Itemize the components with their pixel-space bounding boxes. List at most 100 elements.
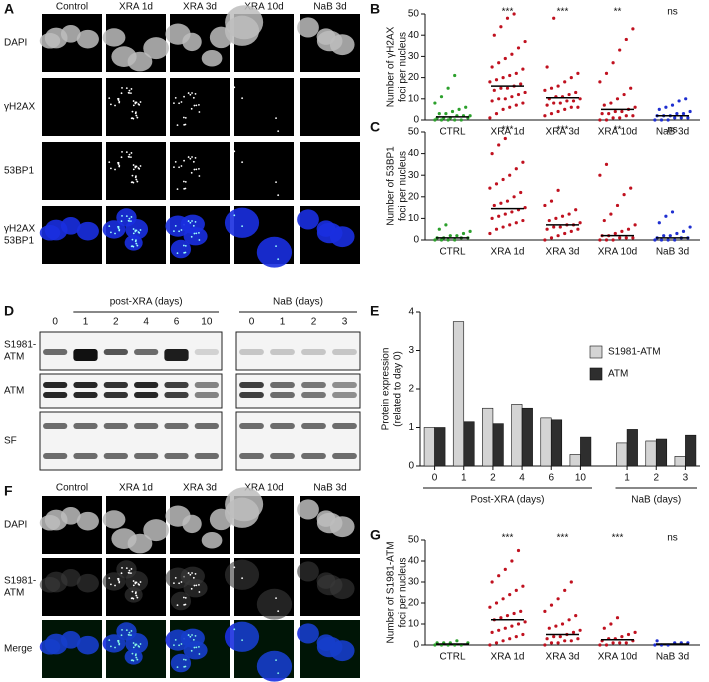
dot: [549, 199, 554, 203]
nucleus: [316, 572, 336, 589]
focus: [127, 155, 130, 158]
band: [73, 392, 98, 398]
nucleus: [102, 28, 126, 47]
focus: [176, 252, 179, 255]
dot: [666, 238, 670, 242]
focus: [192, 224, 195, 227]
bar: [616, 442, 628, 467]
nucleus: [111, 46, 137, 67]
lane-label: 10: [201, 317, 213, 328]
focus: [241, 161, 244, 164]
focus: [136, 180, 139, 183]
band: [239, 423, 264, 429]
nucleus: [182, 514, 202, 534]
dot: [490, 152, 494, 156]
nucleus: [297, 17, 319, 38]
focus: [275, 597, 277, 600]
focus: [139, 581, 142, 583]
focus: [125, 151, 128, 154]
dot: [503, 56, 507, 61]
focus: [132, 580, 135, 582]
band: [270, 392, 295, 398]
focus: [193, 584, 196, 587]
dot: [602, 218, 606, 223]
x-tick-label: XRA 1d: [491, 652, 525, 663]
focus: [139, 101, 142, 103]
band: [103, 453, 128, 459]
focus: [183, 95, 185, 98]
dot: [604, 643, 609, 647]
focus: [117, 97, 120, 100]
focus: [174, 160, 177, 163]
dot: [464, 105, 468, 109]
nucleus: [76, 635, 99, 655]
micrograph: [170, 142, 230, 200]
dot: [497, 214, 501, 218]
significance: ns: [667, 125, 678, 136]
dot: [497, 61, 501, 65]
nucleus: [316, 510, 336, 527]
focus: [117, 161, 120, 164]
nucleus: [316, 220, 336, 237]
dot: [523, 90, 527, 95]
significance: ***: [557, 125, 569, 136]
focus: [121, 86, 123, 89]
x-tick-label: 4: [519, 473, 525, 484]
y-axis-label: foci per nucleus: [398, 557, 409, 627]
focus: [184, 596, 187, 599]
x-tick-label: XRA 3d: [546, 247, 580, 258]
dot: [446, 238, 450, 242]
row-label: SF: [4, 436, 17, 447]
nucleus: [102, 634, 126, 653]
dot: [631, 27, 635, 31]
band: [301, 453, 326, 459]
focus: [131, 590, 134, 593]
focus: [178, 230, 181, 233]
dot: [545, 637, 549, 641]
focus: [120, 572, 123, 575]
focus: [130, 568, 133, 570]
dot: [560, 622, 565, 626]
dot: [503, 567, 507, 572]
row-label: S1981-: [4, 340, 36, 351]
band: [73, 382, 98, 388]
band: [164, 453, 189, 459]
dot: [453, 73, 457, 78]
dot: [516, 46, 521, 50]
dot: [563, 639, 567, 643]
focus: [118, 580, 121, 583]
focus: [135, 114, 138, 117]
band: [332, 453, 357, 459]
stain: [42, 620, 102, 678]
dot: [681, 229, 686, 233]
dot: [521, 584, 525, 588]
focus: [109, 583, 112, 586]
focus: [195, 232, 198, 235]
focus: [132, 168, 135, 171]
dot: [514, 588, 518, 593]
y-tick-label: 30: [408, 170, 420, 181]
focus: [128, 631, 131, 634]
dot: [626, 632, 631, 637]
focus: [117, 639, 120, 642]
row-label: ATM: [4, 352, 24, 363]
row-label: Merge: [4, 644, 33, 655]
focus: [132, 584, 135, 587]
band: [103, 423, 128, 429]
focus: [191, 572, 193, 574]
panel-label: G: [370, 527, 381, 543]
focus: [184, 180, 187, 183]
dot: [433, 238, 437, 242]
focus: [192, 576, 195, 579]
focus: [277, 258, 280, 261]
band: [134, 423, 159, 429]
blot: [39, 331, 223, 371]
band: [194, 349, 219, 355]
dot: [556, 597, 560, 601]
dot: [512, 12, 516, 16]
significance: ***: [557, 7, 569, 18]
dot: [620, 109, 624, 114]
dot: [574, 90, 578, 95]
focus: [190, 107, 193, 110]
panel-label: A: [4, 1, 14, 17]
